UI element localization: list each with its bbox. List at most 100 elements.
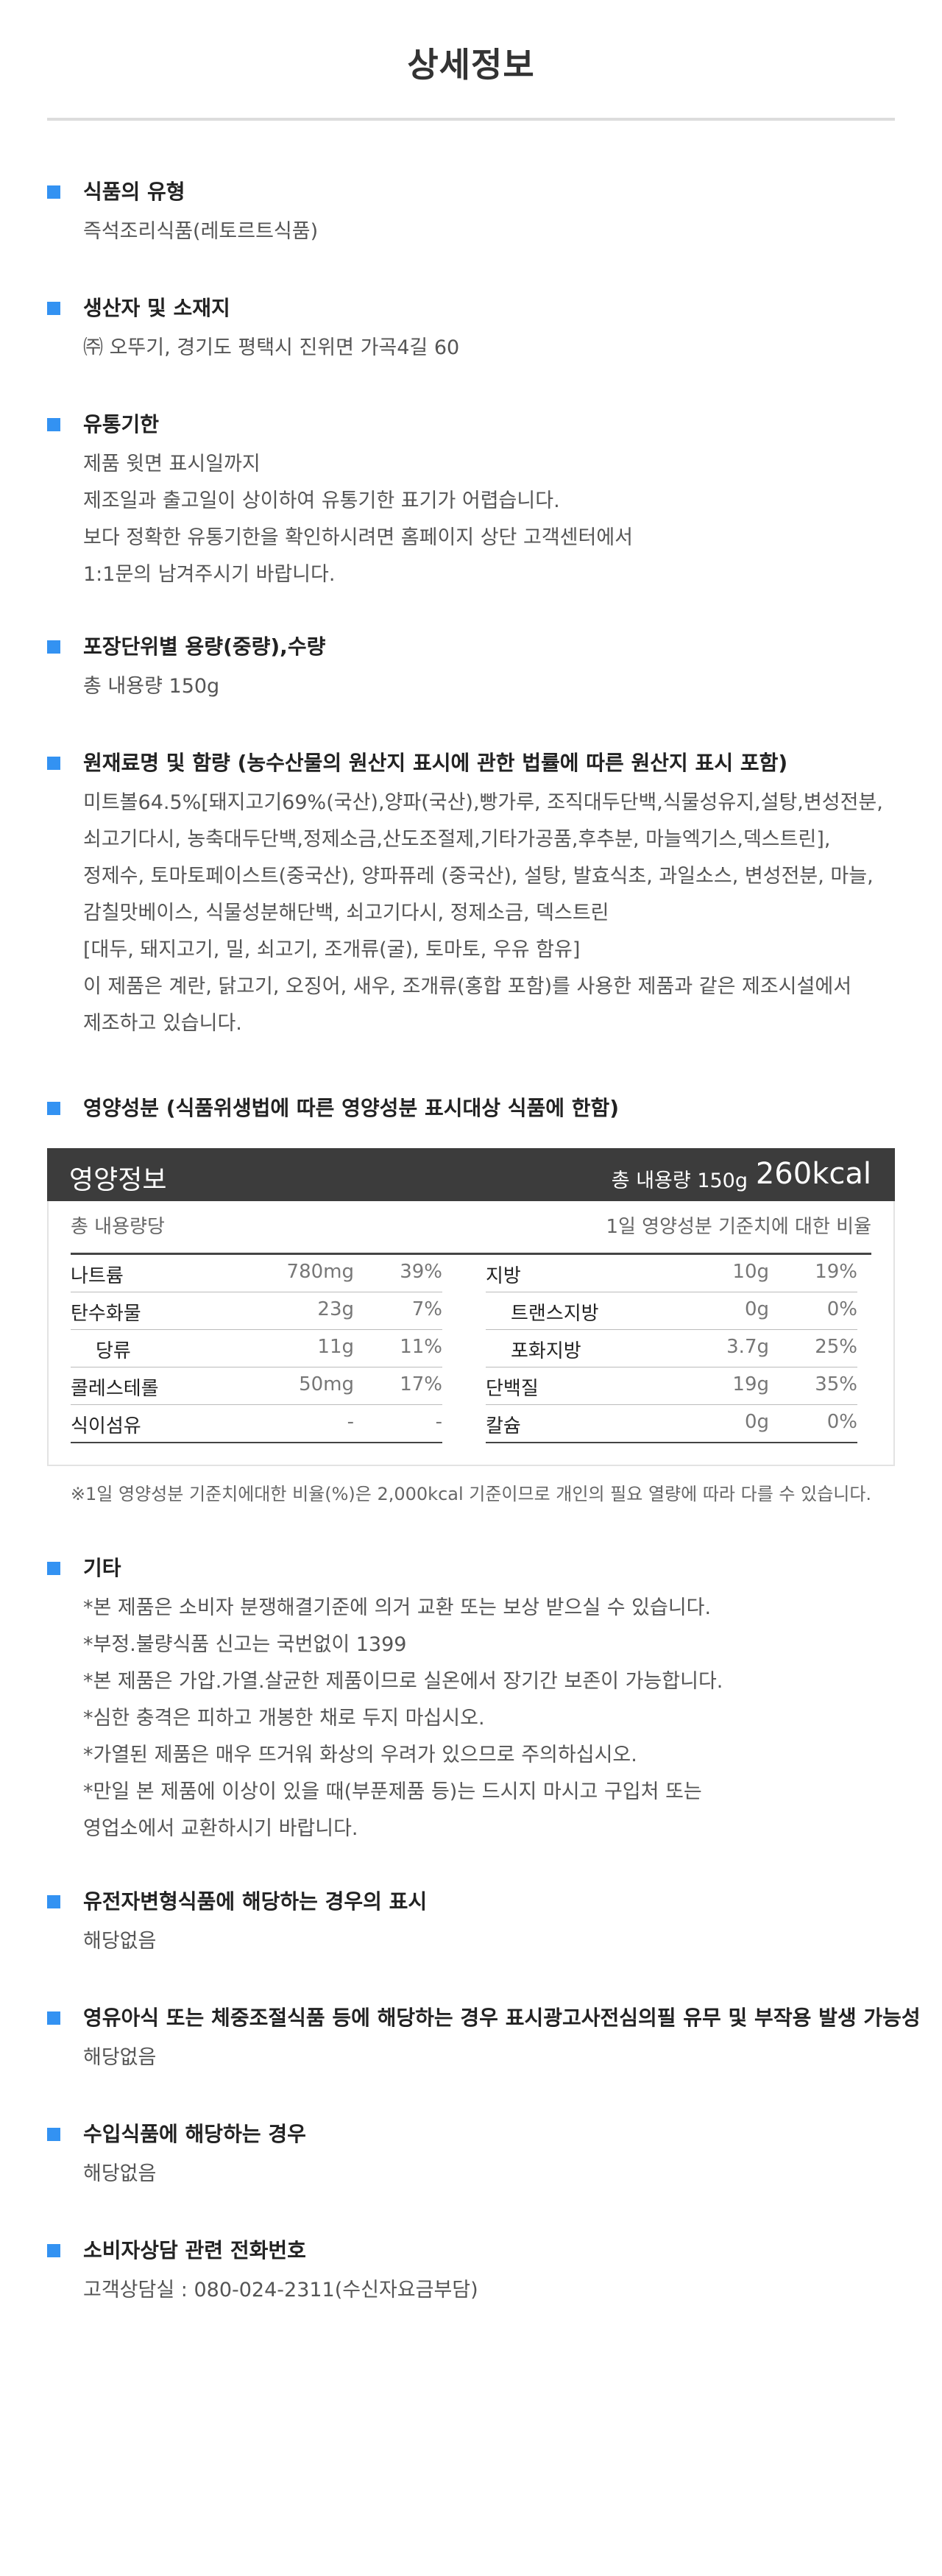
nutrition-row: 당류 11g 11% (71, 1330, 442, 1367)
nutrient-amount: 23g (317, 1298, 354, 1320)
section-title: 영양성분 (식품위생법에 따른 영양성분 표시대상 식품에 한함) (83, 1096, 620, 1120)
section-line: 1:1문의 남겨주시기 바랍니다. (83, 563, 336, 586)
nutrient-percent: 25% (815, 1336, 857, 1358)
nutrient-percent: 0% (826, 1411, 857, 1433)
nutrition-total: 총 내용량 150g (611, 1170, 748, 1192)
nutrient-percent: 35% (815, 1373, 857, 1395)
section-line: *본 제품은 소비자 분쟁해결기준에 의거 교환 또는 보상 받으실 수 있습니… (83, 1596, 712, 1619)
section-title: 생산자 및 소재지 (83, 296, 230, 320)
section-line: 해당없음 (83, 2162, 157, 2185)
section-7: 유전자변형식품에 해당하는 경우의 표시 해당없음 (47, 1886, 901, 1960)
section-body: 해당없음 (47, 1923, 901, 1960)
nutrition-row: 콜레스테롤 50mg 17% (71, 1367, 442, 1405)
nutrition-row: 포화지방 3.7g 25% (486, 1330, 857, 1367)
section-body: ㈜ 오뚜기, 경기도 평택시 진위면 가곡4길 60 (47, 330, 901, 367)
section-title: 유통기한 (83, 412, 160, 436)
nutrition-kcal: 260kcal (755, 1157, 871, 1191)
nutrient-name: 단백질 (486, 1378, 539, 1400)
section-line: *가열된 제품은 매우 뜨거워 화상의 우려가 있으므로 주의하십시오. (83, 1744, 637, 1766)
section-body: 미트볼64.5%[돼지고기69%(국산),양파(국산),빵가루, 조직대두단백,… (47, 785, 901, 1042)
nutrition-label: 영양정보 (69, 1165, 167, 1195)
section-line: *만일 본 제품에 이상이 있을 때(부푼제품 등)는 드시지 마시고 구입처 … (83, 1780, 702, 1803)
section-line: 쇠고기다시, 농축대두단백,정제소금,산도조절제,기타가공품,후추분, 마늘엑기… (83, 828, 831, 851)
nutrition-column-left: 나트륨 780mg 39% 탄수화물 23g 7% 당류 11g 11% 콜레스테롤 50mg 17%… (71, 1255, 442, 1443)
nutrition-row: 나트륨 780mg 39% (71, 1255, 442, 1292)
nutrient-name: 지방 (486, 1265, 521, 1287)
per-total-label: 총 내용량당 (71, 1216, 165, 1238)
section-line: 미트볼64.5%[돼지고기69%(국산),양파(국산),빵가루, 조직대두단백,… (83, 791, 883, 814)
nutrient-amount: 10g (732, 1261, 769, 1283)
section-header: 수입식품에 해당하는 경우 (47, 2119, 901, 2156)
nutrient-amount: 3.7g (726, 1336, 769, 1358)
section-line: *심한 충격은 피하고 개봉한 채로 두지 마십시오. (83, 1707, 485, 1730)
section-body: 고객상담실 : 080-024-2311(수신자요금부담) (47, 2272, 901, 2309)
nutrition-subheader: 총 내용량당 1일 영양성분 기준치에 대한 비율 (71, 1211, 871, 1244)
nutrition-footnote: ※1일 영양성분 기준치에대한 비율(%)은 2,000kcal 기준이므로 개… (70, 1484, 872, 1504)
square-bullet-icon (47, 2244, 60, 2257)
section-body: 총 내용량 150g (47, 668, 901, 705)
nutrition-row: 단백질 19g 35% (486, 1367, 857, 1405)
nutrient-name: 포화지방 (511, 1340, 581, 1362)
page-title: 상세정보 (407, 45, 535, 85)
nutrient-name: 나트륨 (71, 1265, 124, 1287)
section-title: 원재료명 및 함량 (농수산물의 원산지 표시에 관한 법률에 따른 원산지 표… (83, 751, 788, 775)
nutrient-percent: 19% (815, 1261, 857, 1283)
section-line: 이 제품은 계란, 닭고기, 오징어, 새우, 조개류(홍합 포함)를 사용한 … (83, 975, 852, 998)
nutrition-row: 식이섬유 - - (71, 1405, 442, 1443)
square-bullet-icon (47, 1895, 60, 1908)
nutrient-amount: 50mg (299, 1373, 354, 1395)
section-title: 소비자상담 관련 전화번호 (83, 2238, 306, 2262)
section-line: 보다 정확한 유통기한을 확인하시려면 홈페이지 상단 고객센터에서 (83, 526, 634, 549)
nutrition-body: 총 내용량당 1일 영양성분 기준치에 대한 비율 나트륨 780mg 39% 탄수화… (47, 1201, 895, 1466)
section-0: 식품의 유형 즉석조리식품(레토르트식품) (47, 177, 901, 250)
nutrition-rule (71, 1253, 871, 1255)
section-line: 제조일과 출고일이 상이하여 유통기한 표기가 어렵습니다. (83, 489, 560, 512)
section-line: *부정.불량식품 신고는 국번없이 1399 (83, 1633, 407, 1656)
section-body: *본 제품은 소비자 분쟁해결기준에 의거 교환 또는 보상 받으실 수 있습니… (47, 1590, 901, 1847)
section-line: 제조하고 있습니다. (83, 1012, 242, 1035)
section-header: 기타 (47, 1553, 901, 1590)
section-title: 기타 (83, 1556, 121, 1580)
square-bullet-icon (47, 757, 60, 770)
title-divider (47, 118, 895, 121)
nutrition-header: 영양정보 총 내용량 150g 260kcal (47, 1148, 895, 1201)
section-header: 유통기한 (47, 409, 901, 446)
section-header: 생산자 및 소재지 (47, 293, 901, 330)
section-line: [대두, 돼지고기, 밀, 쇠고기, 조개류(굴), 토마토, 우유 함유] (83, 938, 581, 961)
nutrient-amount: 11g (317, 1336, 354, 1358)
section-line: 영업소에서 교환하시기 바랍니다. (83, 1817, 358, 1840)
section-header: 영유아식 또는 체중조절식품 등에 해당하는 경우 표시광고사전심의필 유무 및… (47, 2003, 921, 2039)
section-title: 수입식품에 해당하는 경우 (83, 2122, 306, 2146)
section-body: 즉석조리식품(레토르트식품) (47, 213, 901, 250)
nutrient-name: 칼슘 (486, 1415, 521, 1437)
nutrient-percent: 11% (400, 1336, 442, 1358)
section-header: 식품의 유형 (47, 177, 901, 213)
section-header: 포장단위별 용량(중량),수량 (47, 631, 901, 668)
square-bullet-icon (47, 418, 60, 431)
section-line: 고객상담실 : 080-024-2311(수신자요금부담) (83, 2279, 478, 2301)
nutrient-amount: 0g (744, 1411, 769, 1433)
nutrient-name: 트랜스지방 (511, 1303, 599, 1325)
nutrition-row: 지방 10g 19% (486, 1255, 857, 1292)
section-header: 원재료명 및 함량 (농수산물의 원산지 표시에 관한 법률에 따른 원산지 표… (47, 748, 901, 785)
nutrient-percent: - (435, 1411, 442, 1433)
section-8: 영유아식 또는 체중조절식품 등에 해당하는 경우 표시광고사전심의필 유무 및… (47, 2003, 921, 2076)
square-bullet-icon (47, 1102, 60, 1115)
nutrient-name: 식이섬유 (71, 1415, 141, 1437)
square-bullet-icon (47, 2128, 60, 2141)
section-body: 해당없음 (47, 2156, 901, 2193)
nutrition-column-right: 지방 10g 19% 트랜스지방 0g 0% 포화지방 3.7g 25% 단백질 19g 35% 칼슘 0… (486, 1255, 857, 1443)
section-header: 소비자상담 관련 전화번호 (47, 2235, 901, 2272)
section-line: 제품 윗면 표시일까지 (83, 453, 261, 475)
nutrient-percent: 0% (826, 1298, 857, 1320)
section-5: 영양성분 (식품위생법에 따른 영양성분 표시대상 식품에 한함) (47, 1093, 901, 1130)
section-title: 포장단위별 용량(중량),수량 (83, 634, 326, 659)
section-line: 총 내용량 150g (83, 675, 220, 698)
nutrition-row: 칼슘 0g 0% (486, 1405, 857, 1443)
nutrient-amount: - (347, 1411, 354, 1433)
